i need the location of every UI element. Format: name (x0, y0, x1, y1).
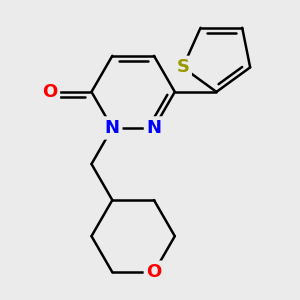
Text: O: O (146, 263, 162, 281)
Text: N: N (146, 119, 161, 137)
Text: N: N (105, 119, 120, 137)
Text: S: S (176, 58, 189, 76)
Text: O: O (42, 83, 58, 101)
